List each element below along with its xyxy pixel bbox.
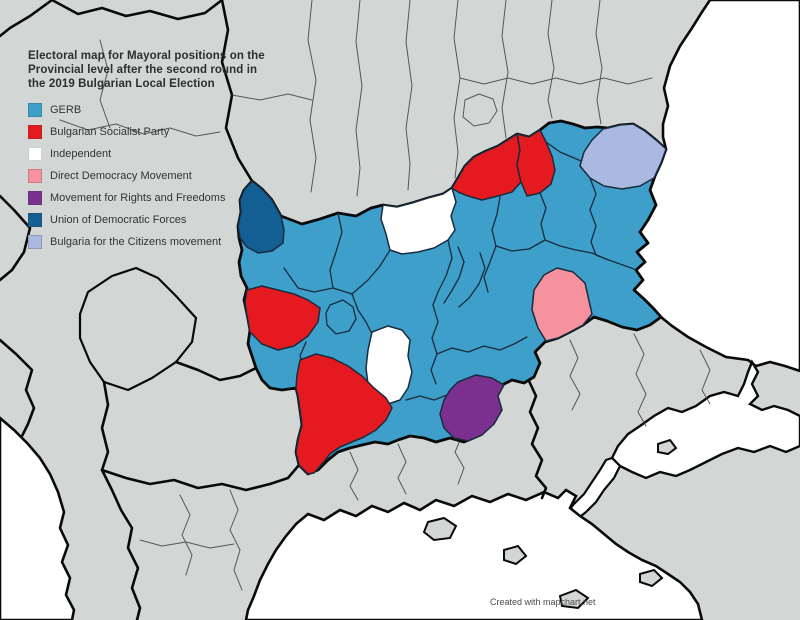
romania-county-line (460, 78, 652, 84)
province-line-montana-vratsa (330, 213, 342, 288)
region-kardzhali[interactable] (440, 375, 504, 441)
island-gokceada (640, 570, 662, 586)
border-kosovo-outline (80, 268, 196, 390)
romania-county-line (502, 0, 508, 138)
province-line-silistra-south (546, 142, 586, 163)
region-vidin[interactable] (238, 181, 284, 253)
romania-county-line (406, 0, 412, 190)
province-line-tarnovo-targovishte (492, 197, 500, 246)
island-samothraki (504, 546, 526, 564)
romania-county-line (596, 0, 602, 124)
province-line-plovdiv-stara-zagora (431, 305, 438, 384)
border-macedonia-greece (102, 465, 299, 490)
province-line-haskovo-north (437, 337, 527, 354)
serbia-district-line (100, 40, 110, 128)
province-line-vratsa-sofia (333, 250, 390, 294)
province-line-sliven-north (496, 240, 545, 251)
region-pazardzhik[interactable] (366, 326, 412, 404)
romania-ilfov-outline (463, 94, 497, 126)
province-line-razgrad-targovishte (540, 193, 546, 240)
province-line-gabrovo-east (459, 253, 485, 307)
border-kosovo-macedonia-serbia (176, 362, 256, 380)
greece-region-line (350, 452, 358, 500)
island-thasos (424, 518, 456, 540)
province-line-gabrovo-west (444, 247, 464, 303)
region-pleven[interactable] (381, 188, 456, 254)
province-line-varna-burgas (606, 259, 634, 269)
island-marmara (658, 440, 676, 454)
turkey-province-line (634, 334, 646, 426)
romania-county-line (454, 0, 460, 178)
border-albania-greece (102, 470, 140, 620)
greece-region-line (140, 540, 234, 548)
border-bosnia-serbia (0, 196, 30, 280)
border-greece-turkey (529, 381, 546, 498)
greece-region-line (230, 490, 242, 590)
mapchart-attribution: Created with mapchart.net (490, 597, 596, 607)
romania-county-line (548, 0, 554, 118)
province-line-sliven-stara-zagora (484, 246, 496, 292)
greece-region-line (398, 444, 406, 494)
border-croatia-serbia (0, 0, 52, 36)
province-line-sofia-pazardzhik (352, 294, 371, 332)
island-limnos (560, 590, 588, 608)
aegean-sea (246, 490, 702, 620)
province-line-varna-west (590, 178, 606, 259)
region-blagoevgrad[interactable] (296, 354, 392, 474)
province-line-lovech-tarnovo (433, 240, 452, 305)
region-razgrad[interactable] (517, 130, 555, 196)
province-line-smolyan-north (406, 395, 447, 400)
border-montenegro-serbia (0, 340, 34, 436)
romania-county-line (232, 94, 312, 100)
greece-region-line (180, 495, 192, 575)
border-albania-macedonia (102, 382, 108, 470)
turkey-province-line (700, 350, 710, 404)
region-pernik[interactable] (245, 286, 320, 350)
border-hungary-romania (52, 0, 222, 19)
turkey-province-line (570, 340, 580, 410)
adriatic-sea (0, 418, 74, 620)
province-line-montana-sofia (284, 268, 333, 292)
region-yambol[interactable] (532, 268, 592, 341)
romania-county-line (356, 0, 362, 196)
province-line-sofia-city (326, 300, 356, 334)
serbia-district-line (60, 120, 220, 136)
romania-county-line (308, 0, 316, 192)
region-dobrich[interactable] (580, 124, 666, 189)
